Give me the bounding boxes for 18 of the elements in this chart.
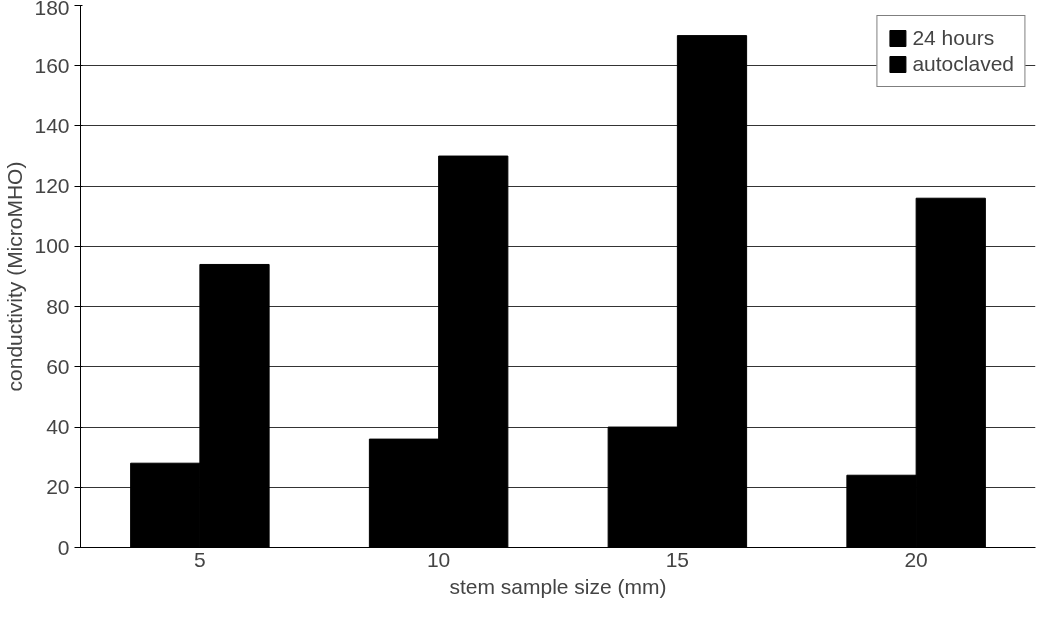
y-tick-label: 140 — [34, 113, 70, 137]
x-tick-label: 20 — [904, 547, 928, 571]
y-tick-label: 0 — [57, 535, 70, 559]
x-axis-title: stem sample size (mm) — [449, 574, 667, 598]
x-tick-label: 10 — [426, 547, 451, 571]
y-tick-label: 100 — [34, 234, 70, 258]
y-tick-label: 60 — [46, 354, 70, 378]
y-tick-label: 120 — [34, 174, 70, 198]
y-tick-label: 160 — [34, 53, 70, 77]
x-tick-label: 5 — [194, 547, 206, 571]
y-tick-label: 20 — [46, 475, 70, 499]
legend-label: autoclaved — [912, 52, 1014, 76]
y-axis-title: conductivity (MicroMHO) — [3, 161, 27, 392]
y-tick-label: 180 — [34, 0, 70, 19]
y-tick-label: 80 — [46, 294, 70, 318]
legend-label: 24 hours — [912, 26, 995, 50]
x-tick-label: 15 — [665, 547, 690, 571]
y-tick-label: 40 — [46, 415, 70, 439]
